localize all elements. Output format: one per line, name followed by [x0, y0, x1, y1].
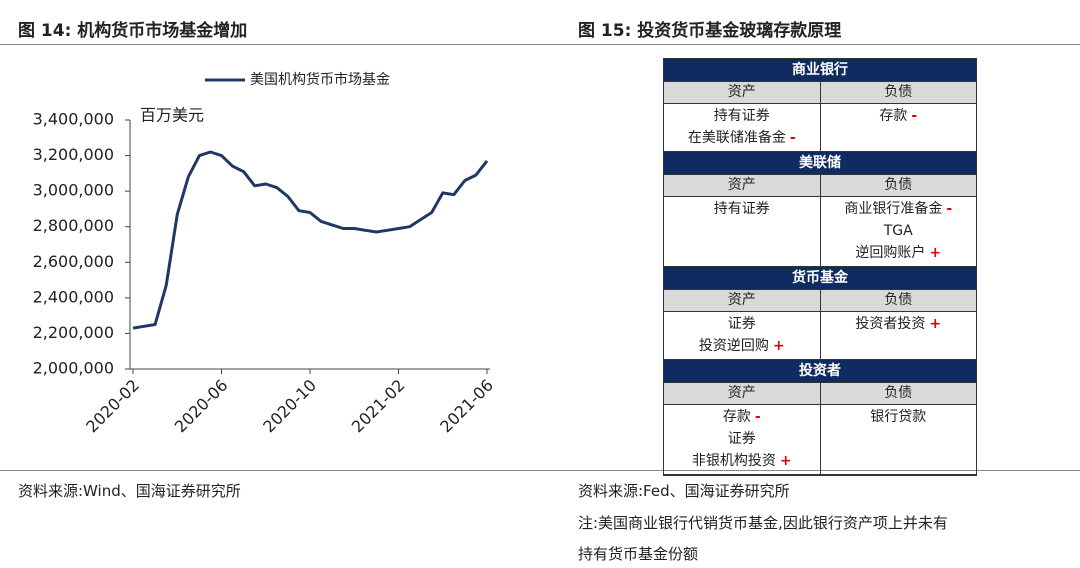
cell: 持有证券在美联储准备金 - [664, 104, 820, 151]
column-header-row: 资产 负债 [664, 383, 976, 405]
item: 投资者投资 + [821, 313, 977, 335]
note-line: 持有货币基金份额 [578, 545, 699, 563]
x-tick-label: 2020-10 [259, 376, 320, 437]
item: 逆回购账户 + [821, 242, 977, 264]
section-body: 证券 投资逆回购 + 投资者投资 + [664, 312, 976, 360]
change-sign: - [911, 108, 918, 124]
item: 商业银行准备金 - [821, 198, 977, 220]
change-sign: + [779, 453, 792, 469]
item-text: 投资逆回购 [698, 338, 769, 354]
item-text: 存款 [722, 409, 751, 425]
item: 存款 - [821, 105, 977, 127]
section-title: 货币基金 [664, 267, 976, 290]
item: TGA [821, 220, 977, 242]
column-header: 负债 [819, 290, 976, 312]
balance-table: 商业银行 资产 负债 持有证券 在美联储准备金 - 存款 - 美联储 资产 负债 持有证券 商业银行准备… [663, 58, 977, 476]
item-text: 持有证券 [713, 108, 770, 124]
item: 存款 - [664, 406, 820, 428]
x-tick-label: 2021-02 [348, 376, 409, 437]
y-tick-label: 2,800,000 [33, 216, 114, 235]
cell: 存款 - 证券非银机构投资 + [664, 405, 820, 474]
change-sign: - [946, 201, 953, 217]
column-header: 资产 [664, 290, 820, 312]
item-text: 银行贷款 [870, 409, 927, 425]
section-body: 存款 - 证券非银机构投资 + 银行贷款 [664, 405, 976, 475]
section-title: 商业银行 [664, 59, 976, 82]
column-header: 资产 [664, 383, 820, 405]
right-header: 图 15: 投资货币基金玻璃存款原理 [578, 21, 842, 41]
column-header: 资产 [664, 82, 820, 104]
item-text: 逆回购账户 [855, 245, 926, 261]
cell: 持有证券 [664, 197, 820, 266]
cell: 商业银行准备金 - TGA 逆回购账户 + [819, 197, 977, 266]
x-tick-label: 2021-06 [436, 376, 497, 437]
cell: 证券投资逆回购 + [664, 312, 820, 359]
footer-rule [0, 470, 1080, 471]
right-source: 资料来源:Fed、国海证券研究所 [578, 482, 790, 500]
section-body: 持有证券 在美联储准备金 - 存款 - [664, 104, 976, 152]
column-header: 资产 [664, 175, 820, 197]
item-text: 投资者投资 [855, 316, 926, 332]
header-rule [0, 44, 1080, 45]
change-sign: - [754, 409, 761, 425]
y-unit: 百万美元 [140, 106, 204, 125]
item-text: 持有证券 [713, 201, 770, 217]
item: 证券 [664, 313, 820, 335]
change-sign: + [772, 338, 785, 354]
item-text: 证券 [727, 316, 756, 332]
column-header: 负债 [819, 82, 976, 104]
column-header-row: 资产 负债 [664, 290, 976, 312]
cell: 存款 - [819, 104, 977, 151]
y-tick-label: 3,200,000 [33, 145, 114, 164]
y-tick-label: 2,600,000 [33, 252, 114, 271]
item: 投资逆回购 + [664, 335, 820, 357]
column-header-row: 资产 负债 [664, 175, 976, 197]
item: 在美联储准备金 - [664, 127, 820, 149]
section-body: 持有证券 商业银行准备金 - TGA 逆回购账户 + [664, 197, 976, 267]
change-sign: + [929, 316, 942, 332]
y-tick-label: 3,400,000 [33, 110, 114, 129]
item: 持有证券 [664, 198, 820, 220]
column-header: 负债 [819, 175, 976, 197]
left-header: 图 14: 机构货币市场基金增加 [18, 21, 248, 41]
y-tick-label: 3,000,000 [33, 181, 114, 200]
item-text: 存款 [879, 108, 908, 124]
item-text: 在美联储准备金 [687, 130, 786, 146]
item-text: 证券 [727, 431, 756, 447]
y-tick-label: 2,000,000 [33, 359, 114, 378]
change-sign: + [929, 245, 942, 261]
note-line: 注:美国商业银行代销货币基金,因此银行资产项上并未有 [578, 514, 948, 532]
item: 持有证券 [664, 105, 820, 127]
section-title: 美联储 [664, 152, 976, 175]
x-tick-label: 2020-02 [82, 376, 143, 437]
item: 证券 [664, 428, 820, 450]
chart: 百万美元 2,000,000 2,200,000 2,400,000 2,600,00… [33, 71, 497, 437]
y-tick-label: 2,200,000 [33, 323, 114, 342]
legend-label: 美国机构货币市场基金 [250, 71, 390, 88]
y-tick-label: 2,400,000 [33, 287, 114, 306]
item-text: TGA [883, 223, 913, 239]
item: 非银机构投资 + [664, 450, 820, 472]
cell: 投资者投资 + [819, 312, 977, 359]
left-source: 资料来源:Wind、国海证券研究所 [18, 482, 241, 500]
series-line [132, 150, 489, 330]
item-text: 商业银行准备金 [844, 201, 943, 217]
section-title: 投资者 [664, 360, 976, 383]
item-text: 非银机构投资 [691, 453, 776, 469]
item: 银行贷款 [821, 406, 977, 428]
column-header: 负债 [819, 383, 976, 405]
cell: 银行贷款 [819, 405, 977, 474]
x-tick-label: 2020-06 [171, 376, 232, 437]
change-sign: - [789, 130, 796, 146]
column-header-row: 资产 负债 [664, 82, 976, 104]
